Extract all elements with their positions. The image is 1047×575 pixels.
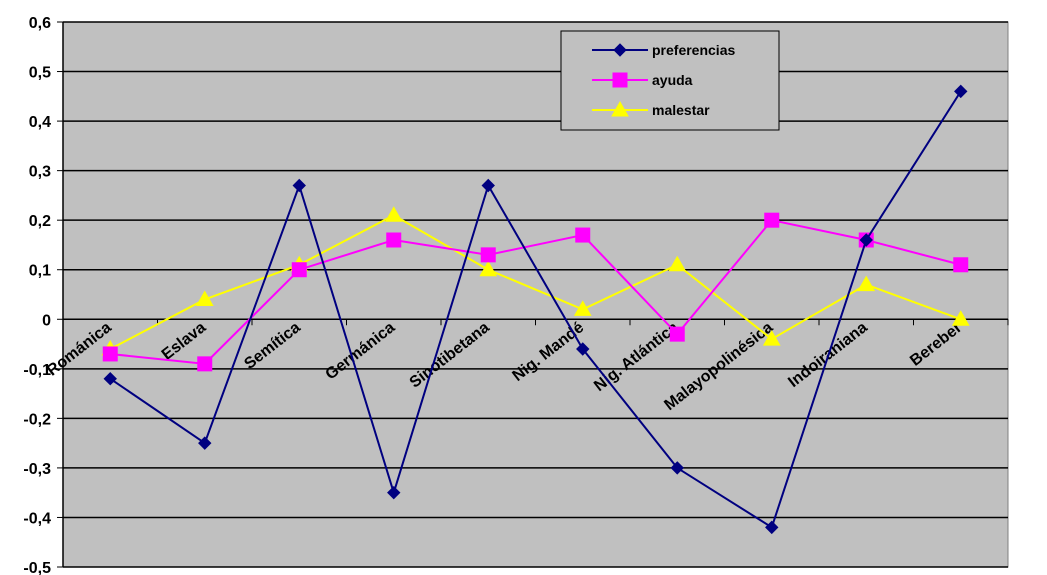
legend-label: ayuda <box>652 72 693 88</box>
data-point-preferencias <box>670 461 684 475</box>
data-point-malestar <box>762 330 781 346</box>
data-point-preferencias <box>292 178 306 193</box>
data-point-malestar <box>195 290 214 306</box>
data-point-malestar <box>857 275 876 292</box>
data-point-preferencias <box>103 372 117 386</box>
y-axis-tick-labels: 0,6 0,5 0,4 0,3 0,2 0,1 0 -0,1 -0,2 -0,3 -0,4 -0,5 <box>23 15 51 575</box>
series-line-preferencias <box>109 90 962 529</box>
data-point-malestar <box>573 300 592 316</box>
series-line-malestar <box>109 214 962 350</box>
data-point-ayuda <box>575 227 591 243</box>
data-point-ayuda <box>764 212 780 228</box>
series-lines <box>101 84 970 535</box>
y-tick-label: -0,5 <box>23 560 51 575</box>
data-point-ayuda <box>669 326 685 342</box>
legend-marker <box>613 43 627 57</box>
data-point-ayuda <box>291 262 307 278</box>
legend-item-preferencias: preferencias <box>592 42 735 58</box>
y-tick-label: 0,6 <box>29 15 51 32</box>
legend-label: malestar <box>652 102 710 118</box>
y-tick-label: 0 <box>42 312 51 329</box>
legend-item-ayuda: ayuda <box>592 72 693 88</box>
y-tick-label: -0,4 <box>23 510 51 527</box>
y-tick-label: -0,1 <box>23 362 51 379</box>
data-point-ayuda <box>102 346 118 362</box>
data-point-preferencias <box>387 485 401 500</box>
y-tick-label: 0,4 <box>29 114 51 131</box>
legend: preferencias ayuda malestar <box>560 30 780 131</box>
legend-marker <box>612 72 628 88</box>
data-point-malestar <box>668 255 687 272</box>
y-tick-label: -0,3 <box>23 461 51 478</box>
legend-item-malestar: malestar <box>592 100 710 118</box>
data-point-preferencias <box>859 233 873 247</box>
data-point-ayuda <box>386 232 402 248</box>
data-point-preferencias <box>576 342 590 356</box>
series-preferencias <box>103 84 968 535</box>
legend-label: preferencias <box>652 42 735 58</box>
data-point-malestar <box>951 310 970 326</box>
axes <box>57 21 1009 568</box>
data-point-ayuda <box>480 247 496 263</box>
data-point-malestar <box>479 260 498 277</box>
legend-marker <box>611 100 629 117</box>
data-point-preferencias <box>954 84 968 99</box>
y-tick-label: 0,2 <box>29 213 51 230</box>
y-tick-label: 0,5 <box>29 65 51 82</box>
data-point-ayuda <box>197 356 213 372</box>
y-tick-label: -0,2 <box>23 411 51 428</box>
y-tick-label: 0,3 <box>29 164 51 181</box>
y-tick-label: 0,1 <box>29 263 51 280</box>
data-point-preferencias <box>481 178 495 193</box>
data-point-malestar <box>384 206 403 222</box>
data-point-preferencias <box>198 436 212 450</box>
data-point-preferencias <box>765 520 779 535</box>
data-point-ayuda <box>953 257 969 273</box>
